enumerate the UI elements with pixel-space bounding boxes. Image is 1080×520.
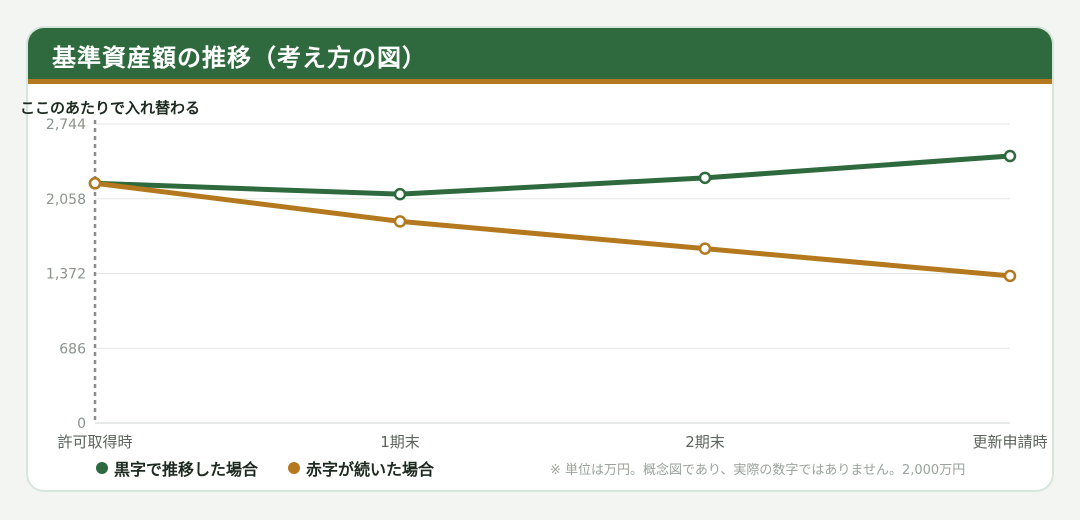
data-point [698,242,712,255]
data-point [698,171,712,185]
series-line [92,153,1013,197]
y-tick-label: 0 [77,416,86,432]
legend: 黒字で推移した場合 赤字が続いた場合 [96,455,464,481]
data-point [1003,149,1017,163]
y-tick-label: 686 [59,341,86,357]
x-tick-label: 更新申請時 [972,433,1047,451]
data-point [393,215,407,228]
chart-title: 基準資産額の推移（考え方の図） [52,44,427,72]
chart-card: 基準資産額の推移（考え方の図） [26,26,1054,492]
y-tick-label: 1,372 [46,267,86,283]
legend-label-loss: 赤字が続いた場合 [306,460,435,479]
data-point [393,187,407,201]
legend-label-profit: 黒字で推移した場合 [114,460,259,479]
y-tick-label: 2,744 [46,117,86,133]
legend-marker-profit [96,462,108,474]
data-point [1003,269,1017,283]
legend-item-profit: 黒字で推移した場合 [96,456,258,480]
legend-marker-loss [288,462,301,474]
series-line [92,180,1013,279]
data-point [88,177,102,190]
chart-header: 基準資産額の推移（考え方の図） [28,28,1052,84]
footnote: ※ 単位は万円。概念図であり、実際の数字ではありません。2,000万円 [550,463,966,478]
annotation-text: ここのあたりで入れ替わる [20,99,200,117]
x-tick-label: 許可取得時 [57,433,132,451]
legend-item-loss: 赤字が続いた場合 [288,456,434,480]
y-tick-label: 2,058 [46,192,86,208]
x-tick-label: 1期末 [380,433,420,451]
x-tick-label: 2期末 [685,433,725,451]
